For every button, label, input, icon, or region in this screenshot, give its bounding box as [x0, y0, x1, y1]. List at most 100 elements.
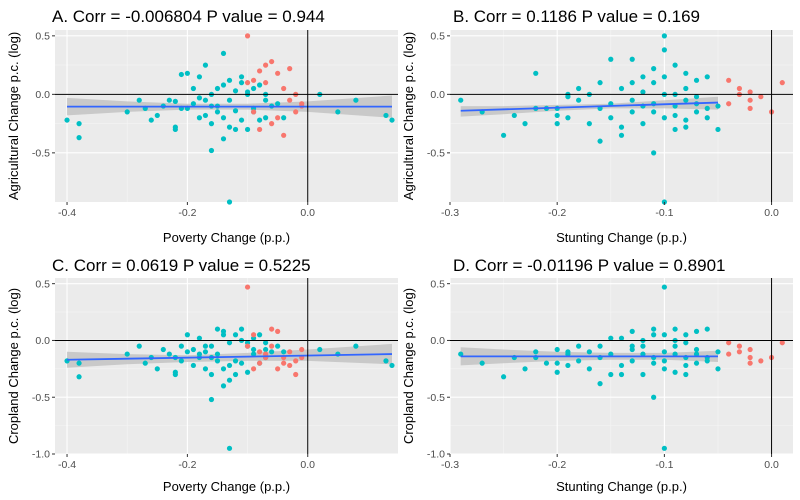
data-point: [208, 147, 215, 154]
panel-2: -0.4 -0.2 0.0 0.5 0.0 -0.5 -1.0 C. Corr = 0.061…: [6, 256, 398, 494]
data-point: [683, 97, 689, 103]
x-tick-label: -0.1: [655, 459, 673, 471]
data-point: [651, 332, 657, 338]
data-point: [166, 97, 172, 103]
plot-background: [55, 278, 398, 454]
data-point: [458, 97, 464, 103]
series-0: [458, 33, 721, 205]
data-point: [618, 132, 625, 138]
y-tick-label: 0.5: [35, 30, 50, 42]
data-point: [693, 77, 700, 83]
data-point: [196, 115, 203, 121]
data-point: [683, 85, 689, 92]
data-point: [250, 85, 257, 92]
data-point: [629, 97, 635, 103]
data-point: [269, 343, 275, 349]
data-point: [629, 358, 635, 364]
data-point: [172, 98, 178, 104]
y-tick-label: -1.0: [32, 449, 50, 461]
data-point: [287, 97, 293, 103]
data-point: [576, 343, 582, 349]
plot-background: [55, 30, 398, 202]
data-point: [618, 335, 625, 341]
data-point: [166, 351, 172, 357]
data-point: [715, 126, 721, 133]
series-1: [244, 33, 305, 138]
data-point: [672, 369, 678, 375]
data-point: [683, 70, 689, 76]
data-point: [479, 360, 485, 366]
data-point: [661, 445, 667, 451]
x-tick-label: -0.3: [441, 207, 459, 219]
data-point: [608, 56, 614, 62]
data-point: [226, 445, 233, 451]
data-point: [554, 346, 560, 353]
data-point: [704, 74, 710, 80]
data-point: [232, 332, 239, 338]
data-point: [629, 56, 635, 62]
data-point: [76, 374, 82, 380]
data-point: [629, 80, 635, 86]
data-point: [208, 371, 215, 378]
data-point: [618, 85, 625, 92]
data-point: [142, 360, 148, 366]
y-tick-label: -0.5: [427, 147, 445, 159]
data-point: [726, 340, 732, 346]
panel-0: -0.4 -0.2 0.0 0.5 0.0 -0.5 A. Corr = -0.006804…: [6, 7, 398, 245]
x-tick-label: -0.2: [178, 207, 196, 219]
data-point: [287, 362, 293, 369]
y-axis-label: Agricultural Change p.c. (log): [6, 32, 21, 200]
data-point: [172, 369, 178, 375]
data-point: [576, 358, 582, 364]
data-point: [726, 351, 732, 357]
data-point: [238, 74, 245, 80]
x-tick-label: -0.3: [441, 459, 459, 471]
y-tick-label: -0.5: [32, 392, 50, 404]
data-point: [196, 351, 203, 357]
data-point: [263, 97, 269, 103]
data-point: [661, 47, 667, 53]
data-point: [287, 349, 293, 355]
x-tick-label: -0.1: [655, 207, 673, 219]
data-point: [287, 66, 293, 72]
data-point: [244, 343, 251, 349]
data-point: [220, 50, 227, 57]
data-point: [586, 349, 592, 355]
data-point: [190, 85, 197, 92]
data-point: [299, 346, 305, 353]
data-point: [160, 346, 166, 353]
data-point: [500, 132, 507, 138]
data-point: [214, 326, 221, 332]
data-point: [715, 103, 721, 109]
data-point: [202, 112, 209, 119]
data-point: [383, 112, 389, 119]
data-point: [190, 362, 197, 369]
confidence-band: [67, 343, 392, 368]
data-point: [629, 328, 635, 334]
data-point: [608, 115, 614, 121]
data-point: [226, 377, 233, 383]
data-point: [651, 66, 657, 72]
data-point: [263, 346, 269, 353]
y-tick-label: 0.0: [430, 335, 445, 347]
panel-3: -0.3 -0.2 -0.1 0.0 0.5 0.0 -0.5 -1.0 D. Corr = -…: [401, 256, 793, 494]
data-point: [275, 328, 281, 334]
data-point: [736, 343, 743, 349]
data-point: [232, 126, 239, 133]
data-point: [565, 115, 571, 121]
data-point: [353, 343, 359, 349]
data-point: [661, 366, 667, 372]
data-point: [244, 89, 251, 95]
data-point: [154, 366, 160, 372]
data-point: [256, 68, 263, 74]
data-point: [281, 349, 287, 355]
data-point: [554, 121, 560, 127]
data-point: [136, 343, 142, 349]
data-point: [269, 326, 275, 332]
data-point: [779, 80, 785, 86]
data-point: [256, 360, 263, 366]
data-point: [250, 346, 257, 353]
data-point: [275, 366, 281, 372]
data-point: [256, 349, 263, 355]
data-point: [554, 360, 560, 366]
